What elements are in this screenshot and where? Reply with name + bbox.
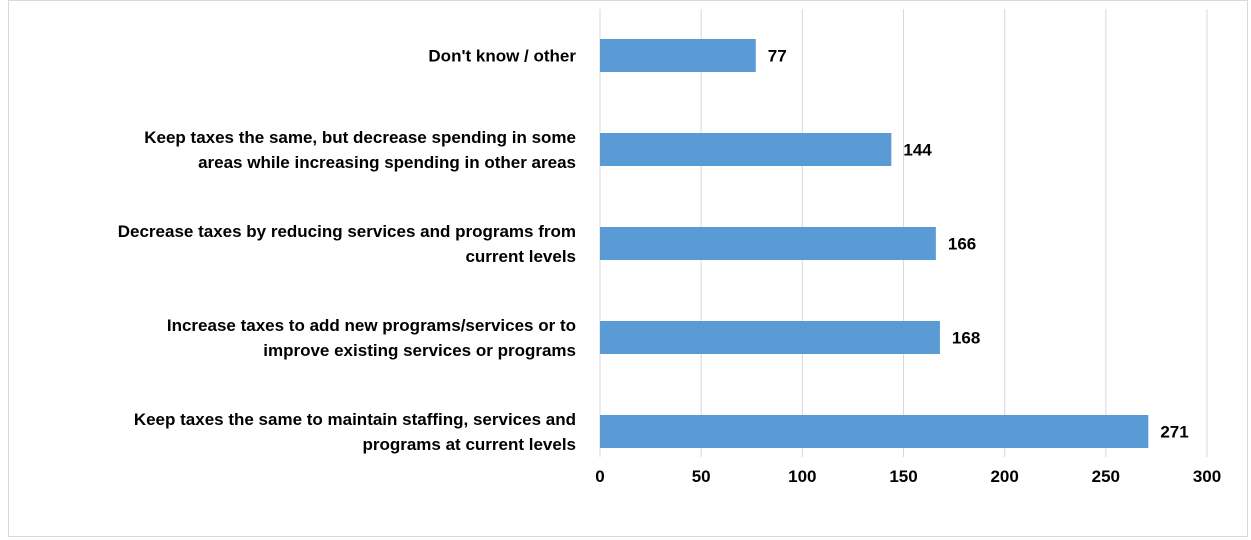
category-label-line: areas while increasing spending in other… xyxy=(198,153,576,172)
x-tick-label: 200 xyxy=(990,467,1018,486)
chart-area: 77 144 166 168 271 Don't know / other Keep ta… xyxy=(8,0,1248,537)
category-label: Keep taxes the same to maintain staffing… xyxy=(134,410,576,454)
category-label: Increase taxes to add new programs/servi… xyxy=(167,316,576,360)
data-label: 166 xyxy=(948,235,976,254)
bar-chart: 77 144 166 168 271 Don't know / other Keep ta… xyxy=(118,9,1221,486)
bar xyxy=(600,415,1149,448)
category-labels: Don't know / other Keep taxes the same, b… xyxy=(118,47,577,455)
bar xyxy=(600,227,936,260)
x-tick-label: 250 xyxy=(1092,467,1120,486)
bar xyxy=(600,321,940,354)
category-label-line: Keep taxes the same to maintain staffing… xyxy=(134,410,576,429)
category-label: Don't know / other xyxy=(428,47,576,66)
data-label: 271 xyxy=(1160,423,1188,442)
x-tick-label: 150 xyxy=(889,467,917,486)
category-label: Decrease taxes by reducing services and … xyxy=(118,222,576,266)
x-tick-label: 0 xyxy=(595,467,604,486)
bar xyxy=(600,39,756,72)
category-label: Keep taxes the same, but decrease spendi… xyxy=(144,128,576,172)
data-labels: 77 144 166 168 271 xyxy=(768,47,1189,442)
category-label-line: Decrease taxes by reducing services and … xyxy=(118,222,576,241)
x-tick-label: 50 xyxy=(692,467,711,486)
x-tick-label: 300 xyxy=(1193,467,1221,486)
x-axis-tick-labels: 0 50 100 150 200 250 300 xyxy=(595,467,1221,486)
category-label-line: Keep taxes the same, but decrease spendi… xyxy=(144,128,576,147)
category-label-line: current levels xyxy=(465,247,576,266)
category-label-line: improve existing services or programs xyxy=(263,341,576,360)
bar xyxy=(600,133,892,166)
category-label-line: Don't know / other xyxy=(428,47,576,66)
category-label-line: programs at current levels xyxy=(362,435,576,454)
bars xyxy=(600,39,1149,448)
data-label: 168 xyxy=(952,329,980,348)
x-tick-label: 100 xyxy=(788,467,816,486)
category-label-line: Increase taxes to add new programs/servi… xyxy=(167,316,576,335)
data-label: 144 xyxy=(903,141,932,160)
data-label: 77 xyxy=(768,47,787,66)
